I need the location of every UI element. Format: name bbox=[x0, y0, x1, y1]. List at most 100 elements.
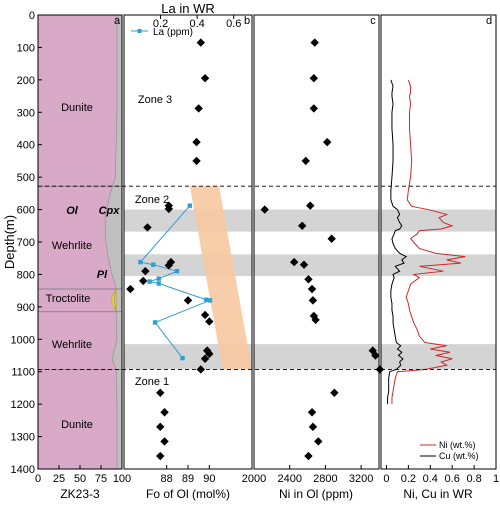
y-tick-label: 900 bbox=[17, 302, 35, 314]
panel-c-label: c bbox=[370, 15, 376, 27]
fo-point bbox=[126, 284, 135, 294]
top-axis-label: La in WR bbox=[161, 1, 214, 16]
zone-label-1: Zone 1 bbox=[135, 376, 169, 388]
ni-ol-point bbox=[371, 351, 380, 360]
ni-ol-point bbox=[327, 234, 336, 243]
y-tick-label: 300 bbox=[17, 107, 35, 119]
olivine-fill bbox=[38, 15, 117, 469]
x-tick-label: 2400 bbox=[277, 473, 301, 485]
fo-point bbox=[156, 451, 165, 461]
background-layer bbox=[38, 15, 496, 469]
lith-label-wehrlite-upper: Wehrlite bbox=[52, 240, 92, 252]
x-axis-label-a: ZK23-3 bbox=[60, 487, 100, 501]
ni-ol-point bbox=[298, 221, 307, 230]
ni-ol-point bbox=[308, 296, 318, 305]
y-tick-label: 600 bbox=[17, 205, 35, 217]
ni-wr-series bbox=[391, 79, 466, 405]
lith-label-dunite-bottom: Dunite bbox=[61, 419, 93, 431]
fo-point bbox=[141, 266, 150, 276]
ni-ol-point bbox=[304, 451, 313, 461]
gray-band bbox=[124, 209, 252, 232]
ni-ol-point bbox=[375, 365, 385, 374]
fo-point bbox=[192, 137, 201, 147]
fo-point bbox=[194, 104, 203, 113]
fo-point bbox=[160, 437, 169, 446]
x-tick-label: 0.2 bbox=[401, 473, 416, 485]
la-point bbox=[156, 281, 161, 286]
ni-ol-point bbox=[260, 205, 269, 214]
lith-label-troctolite: Troctolite bbox=[46, 293, 91, 305]
x-tick-label: 3200 bbox=[349, 473, 373, 485]
top-tick-label: 0.6 bbox=[226, 18, 241, 30]
panel-frame-b bbox=[123, 14, 253, 470]
fo-point bbox=[192, 156, 201, 166]
x-tick-label: 2000 bbox=[242, 473, 266, 485]
fo-point bbox=[200, 354, 210, 363]
la-point bbox=[180, 355, 185, 361]
y-tick-label: 1200 bbox=[11, 399, 35, 411]
fo-point bbox=[156, 388, 165, 397]
trend-band bbox=[189, 186, 252, 370]
fo-point bbox=[196, 38, 205, 47]
ni-ol-point bbox=[308, 422, 318, 432]
x-tick-label: 0.6 bbox=[445, 473, 460, 485]
y-tick-label: 700 bbox=[17, 237, 35, 249]
fo-point bbox=[156, 422, 165, 432]
la-point bbox=[207, 298, 213, 303]
mineral-label-ol: Ol bbox=[66, 205, 79, 217]
fo-point bbox=[183, 296, 193, 305]
la-point bbox=[147, 279, 152, 284]
ni-ol-point bbox=[299, 260, 309, 269]
gray-band bbox=[381, 209, 496, 232]
data-layer bbox=[126, 38, 466, 461]
ni-ol-point bbox=[314, 437, 323, 446]
panel-frame-d bbox=[380, 14, 497, 470]
ni-ol-point bbox=[309, 74, 319, 83]
ni-ol-point bbox=[310, 38, 319, 47]
x-tick-label: 75 bbox=[95, 473, 107, 485]
axes-layer: 0 25 50 75 100 88 89 90 2000 2400 2800 3200 0 0.2 0.4 0… bbox=[11, 10, 500, 485]
la-point bbox=[152, 320, 158, 325]
fo-point bbox=[164, 204, 173, 214]
x-tick-label: 0.4 bbox=[423, 473, 438, 485]
la-point bbox=[174, 268, 180, 274]
fo-point bbox=[200, 74, 210, 83]
ni-ol-point bbox=[309, 104, 319, 113]
top-tick-label: 0.4 bbox=[189, 18, 204, 30]
la-point bbox=[138, 259, 143, 265]
x-tick-label: 50 bbox=[74, 473, 86, 485]
fo-point bbox=[205, 317, 214, 326]
legend-la-marker bbox=[137, 29, 142, 33]
fo-point bbox=[205, 349, 214, 359]
ni-ol-point bbox=[307, 408, 317, 417]
zone-label-3: Zone 3 bbox=[138, 94, 172, 106]
cu-wr-series bbox=[387, 79, 408, 405]
x-tick-label: 1 bbox=[493, 473, 499, 485]
y-tick-label: 1300 bbox=[11, 432, 35, 444]
ni-ol-point bbox=[323, 137, 332, 147]
y-axis-label: Depth(m) bbox=[2, 215, 17, 269]
top-tick-label: 0.2 bbox=[153, 18, 168, 30]
fo-point bbox=[164, 261, 173, 270]
la-point bbox=[204, 297, 209, 302]
ni-ol-point bbox=[304, 275, 313, 284]
y-tick-label: 1000 bbox=[11, 334, 35, 346]
ni-ol-point bbox=[301, 156, 310, 166]
x-tick-label: 100 bbox=[113, 473, 131, 485]
ni-ol-point bbox=[307, 284, 317, 294]
gray-band bbox=[254, 209, 379, 232]
ni-ol-point bbox=[330, 388, 339, 397]
x-tick-label: 0 bbox=[35, 473, 41, 485]
fo-point bbox=[139, 276, 148, 286]
mineral-label-cpx: Cpx bbox=[99, 205, 121, 217]
fo-point bbox=[200, 310, 210, 320]
x-tick-label: 90 bbox=[203, 473, 215, 485]
y-tick-label: 1400 bbox=[11, 464, 35, 476]
y-tick-label: 200 bbox=[17, 75, 35, 87]
panel-d-label: d bbox=[486, 15, 492, 27]
panel-b-label: b bbox=[244, 15, 250, 27]
fo-point bbox=[160, 408, 169, 417]
y-tick-label: 100 bbox=[17, 42, 35, 54]
ni-ol-point bbox=[311, 315, 320, 325]
lith-label-wehrlite-lower: Wehrlite bbox=[52, 339, 92, 351]
